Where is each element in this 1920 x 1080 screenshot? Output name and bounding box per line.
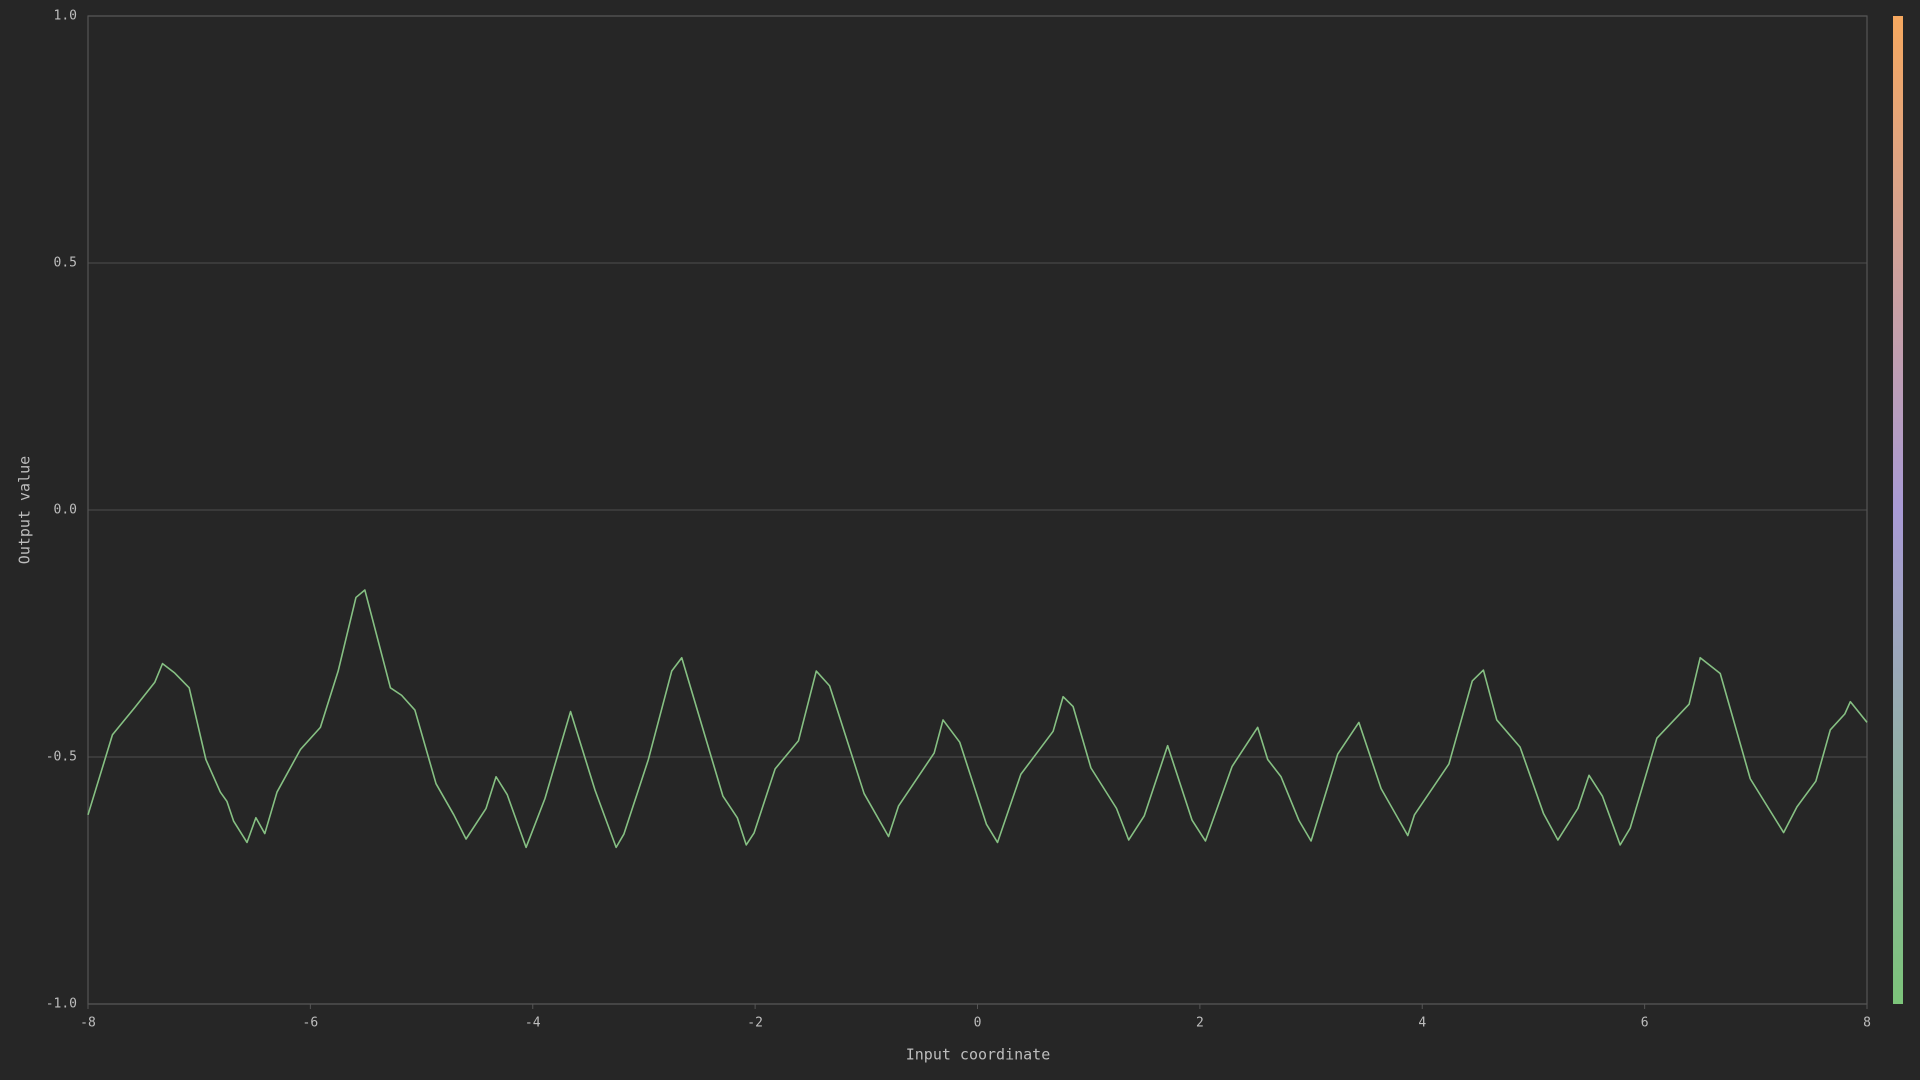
x-tick-label: 6 — [1641, 1016, 1649, 1031]
x-tick-label: 4 — [1418, 1016, 1426, 1031]
data-line — [87, 589, 1868, 849]
x-tick-label: 8 — [1863, 1016, 1871, 1031]
y-tick-label: 0.0 — [54, 503, 77, 518]
plot-frame — [87, 15, 1868, 1005]
y-tick-label: -0.5 — [46, 750, 77, 765]
y-axis-label: Output value — [16, 456, 34, 564]
x-tick-label: 0 — [974, 1016, 982, 1031]
y-tick-label: 0.5 — [54, 256, 77, 271]
x-tick-label: -8 — [80, 1016, 96, 1031]
x-tick-label: -4 — [525, 1016, 541, 1031]
x-tick-label: -6 — [303, 1016, 319, 1031]
colorbar — [1893, 16, 1903, 1004]
y-tick-label: -1.0 — [46, 997, 77, 1012]
x-axis-label: Input coordinate — [906, 1046, 1051, 1064]
x-tick-label: -2 — [747, 1016, 763, 1031]
x-tick-label: 2 — [1196, 1016, 1204, 1031]
y-tick-label: 1.0 — [54, 9, 77, 24]
